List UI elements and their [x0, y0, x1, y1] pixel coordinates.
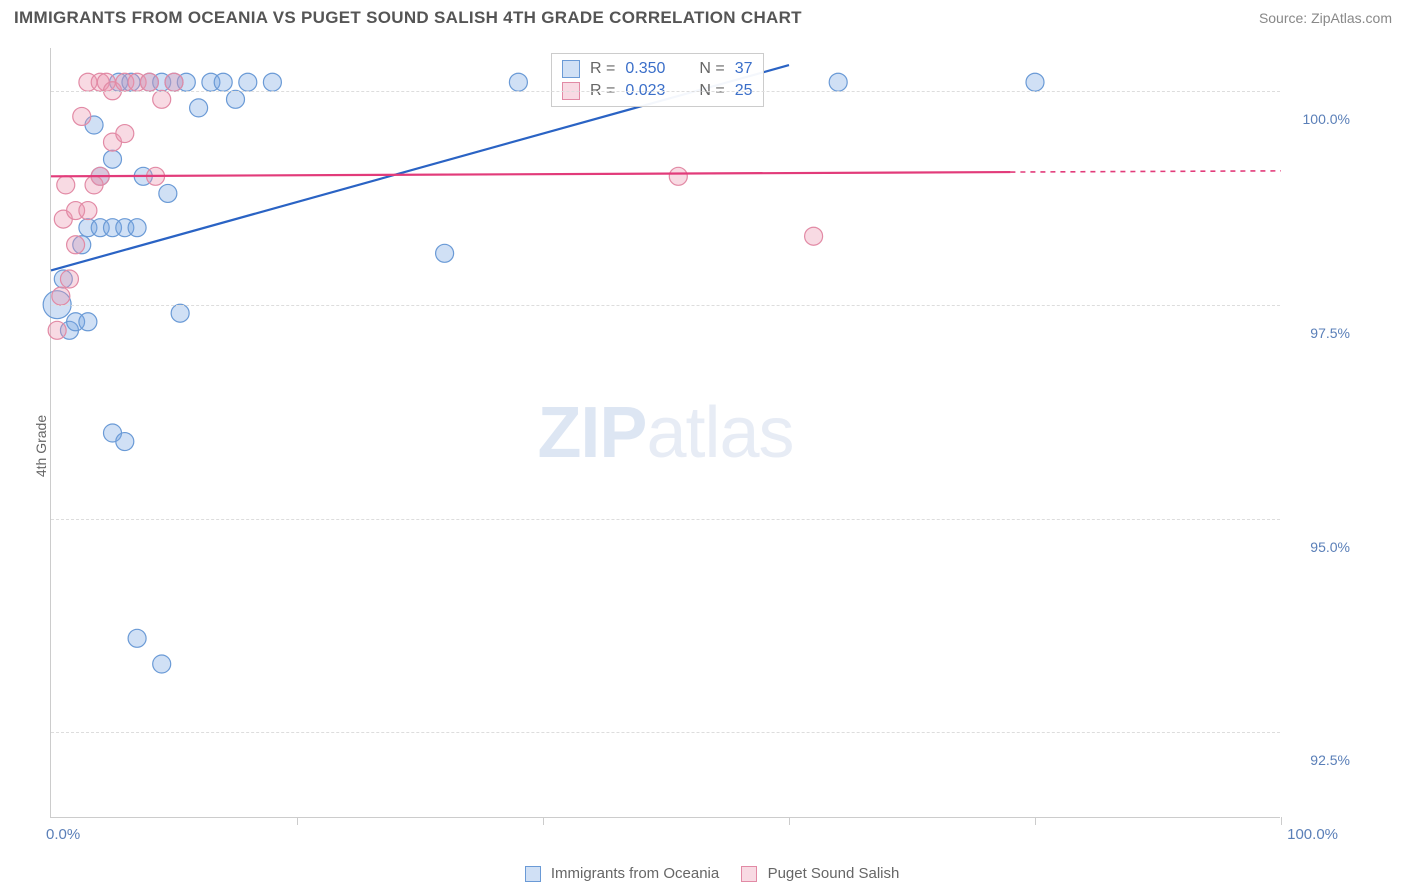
- n-label: N =: [699, 60, 724, 78]
- legend-swatch-a: [562, 60, 580, 78]
- ytick-label: 97.5%: [1310, 325, 1350, 341]
- legend-label-oceania: Immigrants from Oceania: [551, 865, 719, 882]
- x-axis-max-label: 100.0%: [1287, 826, 1338, 843]
- chart-title: IMMIGRANTS FROM OCEANIA VS PUGET SOUND S…: [14, 8, 802, 28]
- xtick-mark: [1281, 817, 1282, 825]
- r-value-a: 0.350: [625, 60, 665, 78]
- chart-plot-area: ZIPatlas R = 0.350 N = 37 R = 0.023 N = …: [50, 48, 1280, 818]
- gridline: [51, 732, 1280, 733]
- gridline: [51, 91, 1280, 92]
- y-axis-label: 4th Grade: [33, 415, 49, 477]
- legend-row-series-a: R = 0.350 N = 37: [562, 58, 753, 80]
- source-label: Source: ZipAtlas.com: [1259, 10, 1392, 26]
- legend-label-salish: Puget Sound Salish: [768, 865, 900, 882]
- xtick-mark: [297, 817, 298, 825]
- scatter-svg: [51, 48, 1280, 817]
- n-value-a: 37: [735, 60, 753, 78]
- r-label: R =: [590, 60, 615, 78]
- ytick-label: 100.0%: [1303, 111, 1350, 127]
- series-legend: Immigrants from Oceania Puget Sound Sali…: [0, 865, 1406, 882]
- xtick-mark: [543, 817, 544, 825]
- xtick-mark: [789, 817, 790, 825]
- x-axis-min-label: 0.0%: [46, 826, 80, 843]
- legend-swatch-salish: [741, 866, 757, 882]
- gridline: [51, 305, 1280, 306]
- legend-swatch-oceania: [525, 866, 541, 882]
- xtick-mark: [1035, 817, 1036, 825]
- correlation-legend: R = 0.350 N = 37 R = 0.023 N = 25: [551, 53, 764, 107]
- ytick-label: 92.5%: [1310, 752, 1350, 768]
- ytick-label: 95.0%: [1310, 539, 1350, 555]
- gridline: [51, 519, 1280, 520]
